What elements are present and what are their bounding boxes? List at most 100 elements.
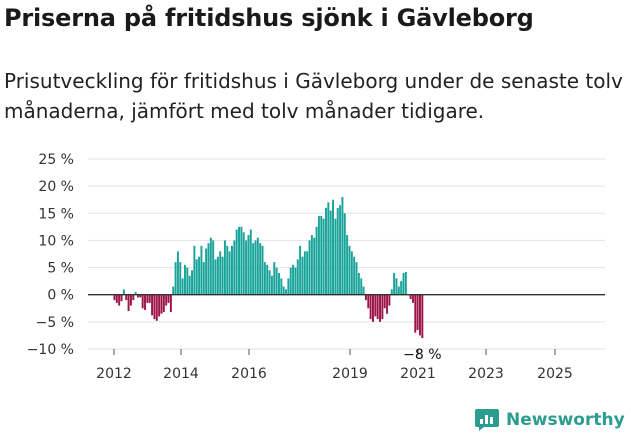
bar <box>292 264 295 295</box>
chart-title: Priserna på fritidshus sjönk i Gävleborg <box>4 4 534 32</box>
bar <box>148 294 151 303</box>
bar <box>266 264 269 295</box>
bar <box>273 262 276 295</box>
bar <box>310 235 313 295</box>
bar <box>167 294 170 303</box>
bar <box>346 235 349 295</box>
bar <box>223 240 226 295</box>
bar <box>181 278 184 295</box>
bar <box>329 210 332 295</box>
bar <box>252 243 255 295</box>
bar <box>367 294 370 309</box>
bar <box>151 294 154 316</box>
bar <box>404 271 407 295</box>
bar <box>357 273 360 295</box>
bar <box>137 294 139 298</box>
bar <box>280 278 283 295</box>
bar <box>212 240 215 295</box>
bar <box>202 262 205 295</box>
bar <box>153 294 156 320</box>
bar <box>240 226 243 295</box>
bar <box>193 245 196 295</box>
bar <box>113 294 116 301</box>
bar <box>146 294 149 303</box>
x-tick-label: 2012 <box>96 366 132 382</box>
bar <box>158 294 161 317</box>
bar <box>115 294 118 303</box>
bar <box>350 251 353 295</box>
bar <box>289 267 292 295</box>
bar <box>341 197 344 295</box>
bar <box>362 286 365 295</box>
bar <box>198 256 201 295</box>
bar <box>386 294 389 314</box>
bar <box>256 237 259 295</box>
bar <box>301 256 304 295</box>
bar <box>169 294 172 313</box>
bar <box>353 256 356 295</box>
bar <box>388 294 391 306</box>
bar <box>381 294 384 320</box>
bar <box>303 251 306 295</box>
bar <box>139 294 142 298</box>
bar <box>390 289 393 295</box>
bar <box>287 278 290 295</box>
bar <box>188 275 191 295</box>
last-value-annotation: −8 % <box>403 347 441 363</box>
bar <box>125 294 128 301</box>
bar <box>118 294 121 306</box>
bar <box>120 294 123 302</box>
y-tick-label: 20 % <box>38 179 74 195</box>
bar <box>306 251 309 295</box>
bar <box>275 267 278 295</box>
bar <box>209 237 212 295</box>
bar <box>400 281 403 295</box>
y-tick-label: −10 % <box>27 342 74 358</box>
y-tick-label: 5 % <box>47 261 74 277</box>
bar <box>278 273 280 295</box>
bar <box>419 294 421 336</box>
brand-name: Newsworthy <box>506 410 625 430</box>
bar <box>144 294 146 310</box>
bar <box>332 199 334 295</box>
bar <box>160 294 163 314</box>
bar <box>200 245 203 295</box>
bar <box>416 294 419 330</box>
bar <box>315 226 318 295</box>
newsworthy-logo-icon <box>475 409 499 431</box>
bar <box>238 226 240 295</box>
bar <box>369 294 372 320</box>
bar <box>261 245 264 295</box>
bar <box>308 240 311 295</box>
bar <box>268 270 271 295</box>
bar <box>313 237 316 295</box>
bar <box>343 213 346 295</box>
bar <box>360 278 363 295</box>
chart-subtitle: Prisutveckling för fritidshus i Gävlebor… <box>4 69 623 123</box>
bar <box>216 256 219 295</box>
bar <box>372 294 374 322</box>
bar <box>317 216 320 295</box>
bar <box>176 251 179 295</box>
y-tick-label: −5 % <box>36 315 74 331</box>
bar <box>355 262 358 295</box>
bar <box>294 267 297 295</box>
bar <box>395 278 398 295</box>
x-tick-label: 2021 <box>400 366 436 382</box>
bar <box>339 205 342 295</box>
bar <box>233 240 236 295</box>
bar <box>172 286 175 295</box>
bar <box>221 256 224 295</box>
x-tick-label: 2019 <box>332 366 368 382</box>
bar <box>376 294 379 320</box>
newsworthy-logo: Newsworthy <box>474 407 625 433</box>
bar <box>242 232 245 295</box>
bar <box>134 292 137 295</box>
bar <box>228 251 231 295</box>
bar <box>383 294 386 309</box>
bar <box>393 273 396 295</box>
bar <box>219 251 222 295</box>
bar <box>299 245 302 295</box>
bar <box>127 294 130 311</box>
